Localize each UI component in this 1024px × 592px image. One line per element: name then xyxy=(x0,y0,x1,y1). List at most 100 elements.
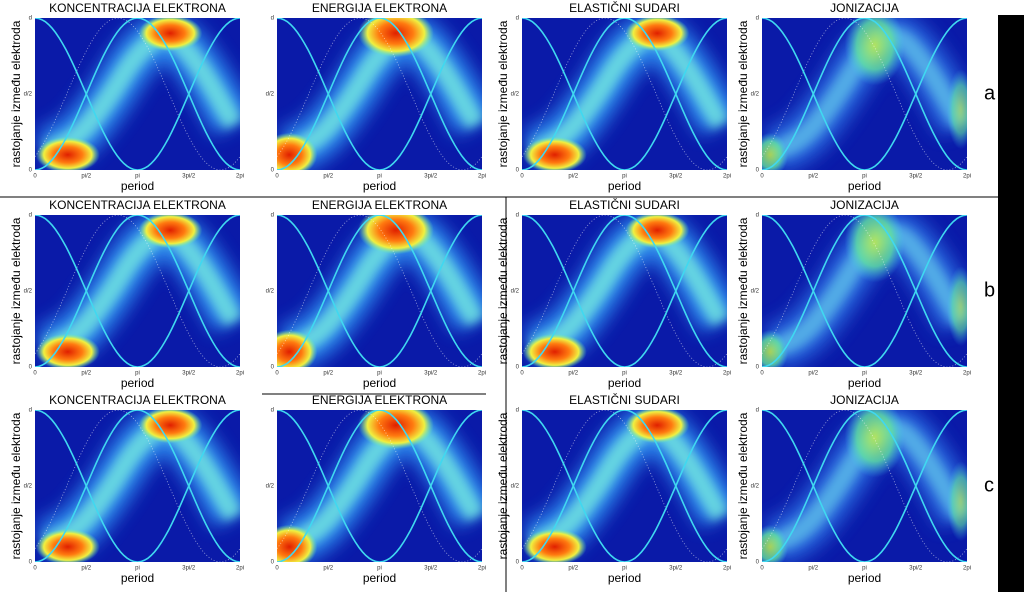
panel-title: ENERGIJA ELEKTRONA xyxy=(312,393,447,407)
dotted-curve xyxy=(762,215,967,367)
x-tick-label: 0 xyxy=(760,174,764,180)
x-tick-label: 3pi/2 xyxy=(424,371,438,377)
x-tick-label: 2pi xyxy=(723,566,731,572)
dotted-curve xyxy=(277,410,482,562)
x-tick-label: pi xyxy=(377,371,382,377)
heatmap xyxy=(277,215,482,367)
y-tick-label: d/2 xyxy=(266,92,275,98)
x-tick-label: 2pi xyxy=(963,566,971,572)
x-tick-label: pi xyxy=(862,174,867,180)
y-tick-label: 0 xyxy=(756,365,760,371)
x-axis-label: period xyxy=(121,179,154,193)
y-tick-label: 0 xyxy=(29,168,33,174)
dotted-curve xyxy=(35,410,240,562)
x-tick-label: 3pi/2 xyxy=(669,371,683,377)
x-tick-label: pi xyxy=(622,566,627,572)
x-tick-label: 0 xyxy=(520,371,524,377)
density-blob xyxy=(138,410,203,444)
heatmap xyxy=(277,18,482,170)
x-tick-label: 2pi xyxy=(478,371,486,377)
x-tick-label: pi xyxy=(862,371,867,377)
x-axis-label: period xyxy=(363,571,396,585)
dotted-curve xyxy=(277,18,482,170)
density-blob xyxy=(35,136,100,170)
x-tick-label: 3pi/2 xyxy=(909,566,923,572)
field-curve xyxy=(762,215,967,367)
field-curve xyxy=(35,410,240,562)
y-tick-label: 0 xyxy=(516,168,520,174)
field-curve xyxy=(35,18,240,170)
y-tick-label: d/2 xyxy=(751,289,760,295)
x-tick-label: 2pi xyxy=(236,566,244,572)
x-tick-label: 0 xyxy=(33,174,37,180)
x-axis-label: period xyxy=(363,376,396,390)
panel: JONIZACIJA period rastojanje između elektr… xyxy=(736,393,971,585)
density-blob xyxy=(844,215,905,283)
x-tick-label: pi xyxy=(135,371,140,377)
dotted-curve xyxy=(35,215,240,367)
density-blob xyxy=(522,136,587,170)
density-blob xyxy=(946,69,967,150)
x-tick-label: pi/2 xyxy=(81,174,91,180)
density-blob xyxy=(277,329,318,367)
panel-title: KONCENTRACIJA ELEKTRONA xyxy=(49,1,226,15)
field-curve xyxy=(762,18,967,170)
y-axis-label: rastojanje između elektroda xyxy=(9,20,23,167)
x-axis-label: period xyxy=(608,376,641,390)
row-label: b xyxy=(984,279,995,301)
y-tick-label: d xyxy=(271,213,274,219)
x-tick-label: pi/2 xyxy=(568,174,578,180)
field-curve xyxy=(277,410,482,562)
field-curve xyxy=(522,18,727,170)
x-tick-label: 0 xyxy=(33,566,37,572)
density-blob xyxy=(946,266,967,347)
x-tick-label: pi/2 xyxy=(568,371,578,377)
y-axis-label: rastojanje između elektroda xyxy=(736,217,750,364)
panel: ENERGIJA ELEKTRONA period 0 pi/2 pi 3pi/2 2pi 0… xyxy=(266,393,486,585)
panel: JONIZACIJA period rastojanje između elektr… xyxy=(736,1,971,193)
field-curve xyxy=(277,410,482,562)
x-tick-label: pi/2 xyxy=(323,566,333,572)
panel-title: ELASTIČNI SUDARI xyxy=(569,197,680,212)
y-tick-label: 0 xyxy=(756,168,760,174)
y-tick-label: d xyxy=(29,408,32,414)
y-tick-label: d xyxy=(271,408,274,414)
y-tick-label: d/2 xyxy=(511,289,520,295)
x-axis-label: period xyxy=(608,571,641,585)
dotted-curve xyxy=(277,215,482,367)
row-label: a xyxy=(984,82,996,104)
y-axis-label: rastojanje između elektroda xyxy=(736,412,750,559)
density-core xyxy=(768,223,967,359)
density-core xyxy=(768,26,967,162)
x-tick-label: pi/2 xyxy=(568,566,578,572)
x-tick-label: pi xyxy=(135,174,140,180)
x-tick-label: pi xyxy=(622,174,627,180)
y-tick-label: d xyxy=(29,16,32,22)
x-axis-label: period xyxy=(848,571,881,585)
y-tick-label: 0 xyxy=(29,365,33,371)
field-curve xyxy=(522,410,727,562)
x-tick-label: 3pi/2 xyxy=(669,566,683,572)
x-tick-label: 3pi/2 xyxy=(182,566,196,572)
y-tick-label: d xyxy=(29,213,32,219)
y-tick-label: d/2 xyxy=(751,92,760,98)
x-axis-label: period xyxy=(608,179,641,193)
x-tick-label: pi/2 xyxy=(81,566,91,572)
x-tick-label: 3pi/2 xyxy=(182,174,196,180)
y-tick-label: d xyxy=(756,16,759,22)
density-blob xyxy=(762,524,789,562)
row-label: c xyxy=(984,474,994,496)
x-tick-label: pi/2 xyxy=(323,174,333,180)
x-tick-label: 2pi xyxy=(963,371,971,377)
y-axis-label: rastojanje između elektroda xyxy=(496,217,510,364)
x-tick-label: 2pi xyxy=(963,174,971,180)
x-tick-label: 2pi xyxy=(723,371,731,377)
field-curve xyxy=(35,18,240,170)
density-blob xyxy=(522,528,587,562)
density-blob xyxy=(625,215,690,249)
heatmap xyxy=(35,215,240,367)
density-blob xyxy=(357,18,434,58)
field-curve xyxy=(35,215,240,367)
panel: ENERGIJA ELEKTRONA period 0 pi/2 pi 3pi/2 2pi 0… xyxy=(266,198,486,390)
